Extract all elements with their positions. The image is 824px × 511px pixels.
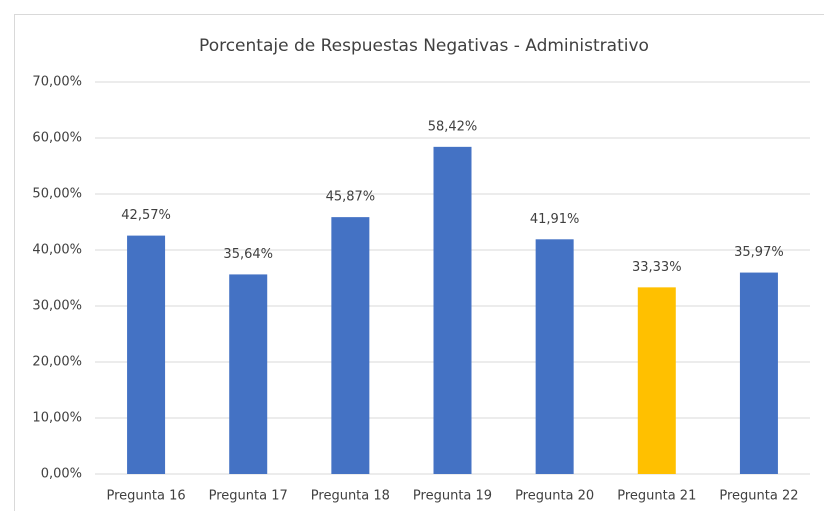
bar [331,217,370,475]
y-tick-label: 0,00% [41,467,82,482]
x-tick-label: Pregunta 16 [107,489,186,504]
x-tick-label: Pregunta 20 [515,489,594,504]
y-tick-label: 60,00% [32,131,82,146]
value-label: 41,91% [530,212,580,227]
bar [127,235,166,474]
value-label: 35,97% [734,245,784,260]
bar [535,239,574,474]
bar [229,274,268,474]
value-label: 33,33% [632,260,682,275]
value-label: 58,42% [428,119,478,134]
bar [739,272,778,474]
x-tick-label: Pregunta 21 [617,489,696,504]
value-label: 35,64% [223,247,273,262]
bar [637,287,676,474]
x-tick-label: Pregunta 22 [719,489,798,504]
value-label: 42,57% [121,208,171,223]
bar [433,146,472,474]
y-tick-label: 30,00% [32,299,82,314]
value-label: 45,87% [326,190,376,205]
chart-title: Porcentaje de Respuestas Negativas - Adm… [199,36,649,56]
x-tick-label: Pregunta 19 [413,489,492,504]
y-tick-label: 70,00% [32,75,82,90]
y-tick-label: 40,00% [32,243,82,258]
y-tick-label: 20,00% [32,355,82,370]
y-tick-label: 50,00% [32,187,82,202]
y-tick-label: 10,00% [32,411,82,426]
x-tick-label: Pregunta 17 [209,489,288,504]
x-tick-label: Pregunta 18 [311,489,390,504]
